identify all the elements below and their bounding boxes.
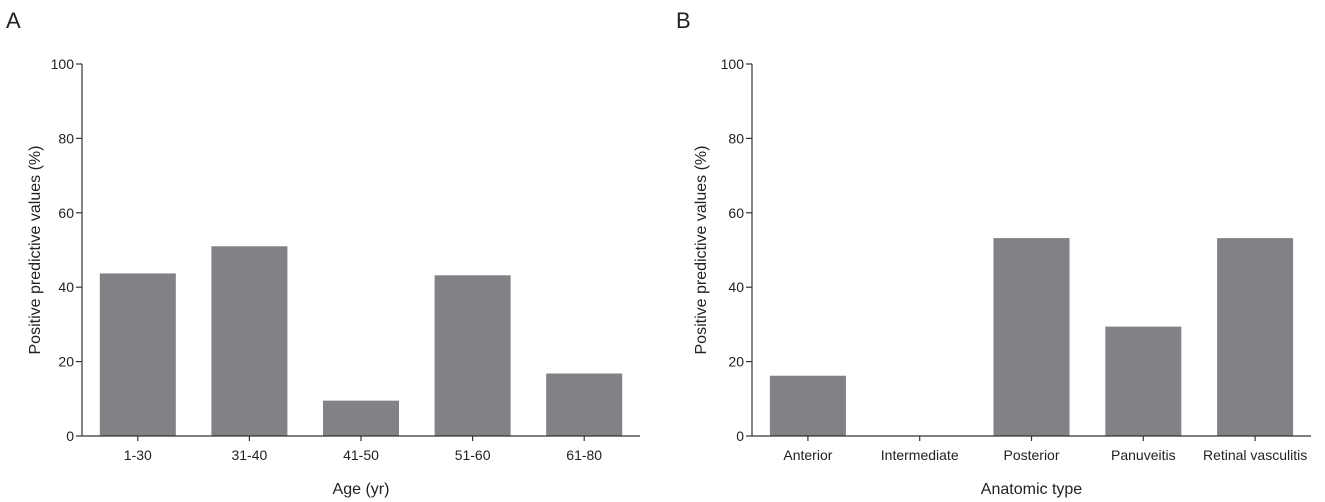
y-tick-label: 20	[728, 354, 744, 370]
panel-b: B Positive predictive values (%) Anatomi…	[676, 8, 1311, 498]
x-tick-label: 31-40	[231, 447, 267, 463]
x-tick-label: Retinal vasculitis	[1203, 447, 1307, 463]
y-tick-label: 80	[728, 130, 744, 146]
y-tick-label: 100	[51, 56, 75, 72]
x-axis-title-b: Anatomic type	[981, 481, 1082, 498]
x-tick-label: 1-30	[124, 447, 152, 463]
axes-a	[81, 64, 640, 437]
bar	[546, 373, 623, 436]
axes-b	[751, 64, 1311, 437]
y-tick-label: 0	[736, 428, 744, 444]
x-tick-label: Panuveitis	[1111, 447, 1176, 463]
bar	[769, 375, 846, 436]
x-axis-title-a: Age (yr)	[333, 481, 390, 498]
y-tick-label: 80	[58, 130, 74, 146]
bar	[993, 238, 1070, 436]
x-categories-b: Anterior Intermediate Posterior Panuveitis R…	[783, 436, 1307, 463]
y-tick-label: 60	[58, 205, 74, 221]
y-tick-label: 0	[66, 428, 74, 444]
y-tick-label: 60	[728, 205, 744, 221]
y-ticks-a: 0 20 40 60 80 100	[51, 56, 82, 444]
bar	[99, 273, 176, 436]
x-tick-label: Anterior	[783, 447, 832, 463]
bar	[211, 246, 288, 436]
y-tick-label: 40	[58, 279, 74, 295]
bar	[323, 400, 399, 436]
bars-b	[769, 238, 1294, 436]
y-ticks-b: 0 20 40 60 80 100	[721, 56, 752, 444]
x-tick-label: 61-80	[566, 447, 602, 463]
bars-a	[99, 246, 623, 436]
bar	[1105, 326, 1182, 436]
y-axis-title-a: Positive predictive values (%)	[27, 146, 44, 355]
x-categories-a: 1-30 31-40 41-50 51-60 61-80	[124, 436, 602, 463]
x-tick-label: 51-60	[455, 447, 491, 463]
bar	[1217, 238, 1294, 436]
panel-letter-a: A	[6, 8, 21, 33]
y-axis-title-b: Positive predictive values (%)	[693, 146, 710, 355]
panel-a: A Positive predictive values (%) Age (yr…	[6, 8, 640, 498]
y-tick-label: 20	[58, 354, 74, 370]
y-tick-label: 40	[728, 279, 744, 295]
x-tick-label: 41-50	[343, 447, 379, 463]
panel-letter-b: B	[676, 8, 691, 33]
bar	[434, 275, 511, 436]
x-tick-label: Intermediate	[881, 447, 959, 463]
x-tick-label: Posterior	[1003, 447, 1059, 463]
y-tick-label: 100	[721, 56, 745, 72]
